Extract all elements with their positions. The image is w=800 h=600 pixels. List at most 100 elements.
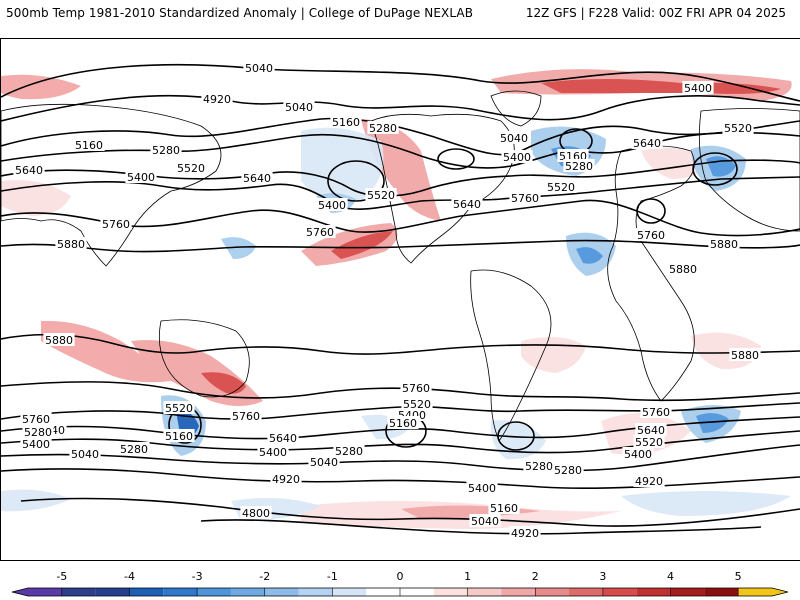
contour-label-bg xyxy=(667,262,699,275)
map-title: 500mb Temp 1981-2010 Standardized Anomal… xyxy=(6,6,474,20)
contour-label: 5760 xyxy=(22,413,50,426)
contour-label-bg xyxy=(125,170,157,183)
contour-label-bg xyxy=(163,401,195,414)
colorbar-tick-label: 0 xyxy=(396,570,404,583)
colorbar-max-arrow xyxy=(772,588,788,596)
colorbar-tick-label: 3 xyxy=(599,570,607,583)
colorbar-scale xyxy=(11,587,789,597)
contour-label-bg xyxy=(270,472,302,485)
contour-label-bg xyxy=(622,447,654,460)
contour-label-bg xyxy=(367,121,399,134)
colorbar-tick-label: 2 xyxy=(531,570,539,583)
contour-label: 5400 xyxy=(22,438,50,451)
colorbar-segment xyxy=(738,588,772,596)
colorbar-segment xyxy=(569,588,603,596)
contour-label: 5880 xyxy=(669,263,697,276)
contour-label-bg xyxy=(729,348,761,361)
colorbar-segment xyxy=(602,588,637,596)
colorbar-tick-label: -1 xyxy=(326,570,338,583)
contour-label: 4800 xyxy=(242,507,270,520)
contour-label-bg xyxy=(201,92,233,105)
contour-label-bg xyxy=(552,463,584,476)
colorbar-segment xyxy=(129,588,164,596)
contour-label: 5400 xyxy=(624,448,652,461)
contour-label: 5280 xyxy=(554,464,582,477)
contour-label: 5880 xyxy=(710,238,738,251)
contour-label: 5640 xyxy=(243,172,271,185)
contour-label: 5880 xyxy=(57,238,85,251)
contour-label: 5400 xyxy=(318,199,346,212)
contour-label: 5160 xyxy=(165,430,193,443)
contour-label-bg xyxy=(20,437,52,450)
contour-label-bg xyxy=(451,197,483,210)
contour-label-bg xyxy=(308,455,340,468)
colorbar-segment xyxy=(197,588,231,596)
colorbar-segment xyxy=(332,588,367,596)
contour-label-bg xyxy=(100,217,132,230)
contour-label: 5760 xyxy=(402,382,430,395)
contour-label: 5280 xyxy=(565,160,593,173)
contour-label: 5160 xyxy=(490,502,518,515)
title-bar: 500mb Temp 1981-2010 Standardized Anomal… xyxy=(0,0,800,38)
contour-label-bg xyxy=(257,445,289,458)
contour-label-bg xyxy=(563,159,595,172)
contour-label: 5040 xyxy=(245,62,273,75)
contour-label-bg xyxy=(283,100,315,113)
colorbar: -5 -4 -3 -2 -1 0 1 2 3 4 5 xyxy=(0,570,800,600)
contour-label: 4920 xyxy=(511,527,539,540)
colorbar-tick-label: -3 xyxy=(191,570,203,583)
contour-label-bg xyxy=(150,143,182,156)
contour-label-bg xyxy=(633,435,665,448)
colorbar-segment xyxy=(230,588,265,596)
contour-label-bg xyxy=(20,412,52,425)
contour-label-bg xyxy=(330,115,362,128)
contour-label: 5760 xyxy=(511,192,539,205)
contour-label-bg xyxy=(22,425,54,438)
colorbar-segment xyxy=(501,588,536,596)
contour-label: 4920 xyxy=(272,473,300,486)
contour-label: 5520 xyxy=(547,181,575,194)
contour-label: 5760 xyxy=(642,406,670,419)
contour-label-bg xyxy=(304,225,336,238)
contour-label-bg xyxy=(333,444,365,457)
contour-label: 5280 xyxy=(24,426,52,439)
contour-label: 5880 xyxy=(45,334,73,347)
contour-label: 5760 xyxy=(637,229,665,242)
contour-label: 5520 xyxy=(403,398,431,411)
contour-label: 5520 xyxy=(177,162,205,175)
colorbar-segment xyxy=(535,588,570,596)
contour-label: 5280 xyxy=(152,144,180,157)
contour-label: 5160 xyxy=(332,116,360,129)
contour-label: 5520 xyxy=(367,189,395,202)
contour-label: 4920 xyxy=(635,475,663,488)
contour-label: 5760 xyxy=(306,226,334,239)
contour-label-bg xyxy=(365,188,397,201)
contour-label-bg xyxy=(316,198,348,211)
colorbar-tick-label: -2 xyxy=(259,570,271,583)
contour-label: 5640 xyxy=(637,424,665,437)
contour-label-bg xyxy=(466,481,498,494)
contour-label-bg xyxy=(708,237,740,250)
contour-label: 5160 xyxy=(75,139,103,152)
colorbar-segment xyxy=(636,588,671,596)
contour-label: 5400 xyxy=(684,82,712,95)
contour-label: 5160 xyxy=(389,417,417,430)
colorbar-tick-label: 4 xyxy=(667,570,675,583)
contour-label-bg xyxy=(509,191,541,204)
contour-label: 5040 xyxy=(471,515,499,528)
colorbar-segment xyxy=(704,588,739,596)
contour-label: 5520 xyxy=(635,436,663,449)
contour-label-bg xyxy=(118,442,150,455)
contour-label: 5280 xyxy=(120,443,148,456)
contour-label: 5760 xyxy=(102,218,130,231)
contour-label: 5640 xyxy=(633,137,661,150)
contour-label-bg xyxy=(243,61,275,74)
contour-label-bg xyxy=(240,506,272,519)
map-panel: 5040 4920 5040 5160 5280 5040 5400 5520 5640 5160… xyxy=(0,38,800,561)
contour-label-bg xyxy=(635,423,667,436)
contour-label-bg xyxy=(635,228,667,241)
contour-label-bg xyxy=(501,150,533,163)
colorbar-segment xyxy=(298,588,333,596)
